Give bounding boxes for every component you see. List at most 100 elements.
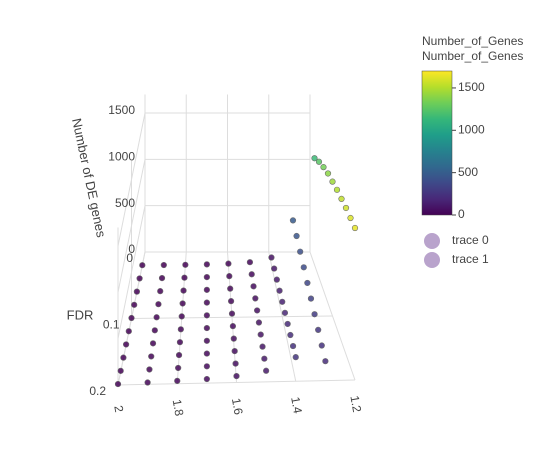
- point: [175, 351, 183, 359]
- z-tick-label: 1000: [108, 150, 135, 164]
- legend-label: trace 0: [452, 233, 489, 247]
- point: [287, 331, 294, 339]
- point: [157, 288, 164, 295]
- point: [276, 287, 283, 294]
- point: [254, 307, 261, 314]
- point: [203, 363, 210, 370]
- point: [228, 310, 236, 317]
- y-tick-label: 0.1: [103, 318, 120, 332]
- point: [230, 335, 237, 342]
- point: [246, 259, 254, 266]
- colorbar: [421, 70, 453, 216]
- point: [315, 326, 322, 333]
- point: [122, 341, 130, 348]
- point: [320, 164, 327, 171]
- point: [229, 323, 236, 330]
- x-tick-label: 2: [111, 404, 126, 413]
- point: [259, 343, 266, 350]
- point: [351, 224, 359, 232]
- x-tick-label: 1.2: [347, 394, 364, 413]
- y-tick-label: 0: [126, 251, 133, 265]
- colorbar-tick-label: 1500: [458, 80, 485, 94]
- point: [284, 320, 291, 328]
- point: [178, 313, 185, 320]
- point: [271, 265, 278, 272]
- point: [181, 274, 188, 281]
- point: [120, 354, 127, 361]
- point: [125, 328, 132, 335]
- points: [114, 155, 359, 388]
- legend-marker: [424, 233, 440, 249]
- point: [342, 204, 350, 212]
- y-tick-label: 0.2: [89, 384, 106, 398]
- point: [307, 295, 315, 302]
- point: [231, 348, 238, 355]
- point: [136, 275, 143, 282]
- x-tick-label: 1.4: [288, 396, 305, 415]
- point: [268, 254, 275, 261]
- point: [146, 366, 153, 373]
- point: [311, 311, 318, 318]
- point: [131, 301, 138, 308]
- point: [289, 217, 297, 224]
- point: [292, 354, 299, 361]
- grid-line: [117, 112, 146, 247]
- point: [347, 214, 354, 222]
- point: [182, 261, 189, 268]
- point: [139, 262, 146, 269]
- point: [114, 380, 122, 388]
- point: [252, 295, 259, 302]
- point: [250, 283, 257, 290]
- point: [203, 299, 210, 306]
- z-axis-title: Number of DE genes: [69, 117, 109, 239]
- point: [232, 360, 239, 367]
- point: [257, 331, 264, 338]
- point: [324, 170, 332, 177]
- point: [176, 339, 184, 346]
- point: [297, 248, 304, 255]
- colorbar-tick-label: 0: [458, 207, 465, 221]
- grid-line: [117, 205, 146, 339]
- point: [338, 195, 345, 202]
- point: [227, 285, 234, 292]
- point: [255, 319, 263, 326]
- point: [180, 287, 187, 294]
- point: [153, 314, 160, 321]
- point: [225, 260, 232, 267]
- point: [133, 288, 140, 295]
- x-tick-label: 1.8: [170, 398, 187, 417]
- point: [329, 178, 336, 185]
- point: [203, 261, 210, 268]
- legend-label: trace 1: [452, 252, 489, 266]
- point: [203, 312, 210, 319]
- point: [289, 342, 297, 350]
- point: [261, 355, 268, 362]
- point: [179, 300, 186, 307]
- point: [149, 340, 157, 347]
- grid-line: [117, 379, 356, 386]
- point: [273, 276, 280, 283]
- point: [203, 337, 210, 344]
- point: [311, 155, 318, 162]
- point: [226, 273, 233, 280]
- point: [151, 327, 158, 334]
- point: [248, 271, 255, 278]
- colorbar-title: Number_of_Genes: [422, 34, 523, 48]
- colorbar-tick-label: 500: [458, 165, 478, 179]
- point: [203, 274, 210, 281]
- point: [177, 326, 184, 333]
- point: [279, 298, 286, 305]
- point: [174, 377, 181, 384]
- point: [322, 358, 329, 365]
- point: [315, 158, 323, 165]
- point: [203, 375, 210, 383]
- point: [263, 367, 270, 374]
- point: [203, 324, 210, 332]
- grid-line: [117, 159, 146, 293]
- point: [281, 309, 289, 316]
- z-tick-label: 1500: [108, 103, 135, 117]
- point: [333, 186, 341, 193]
- point: [304, 279, 311, 287]
- colorbar-tick-label: 1000: [458, 122, 485, 136]
